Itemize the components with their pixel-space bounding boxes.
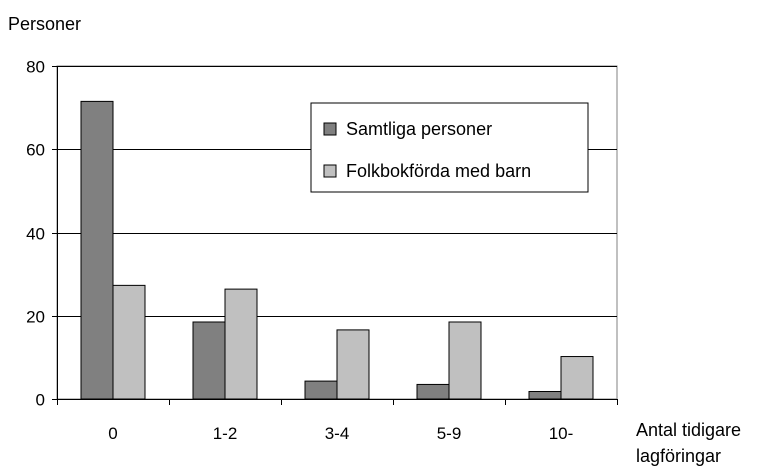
y-tick-label-20: 20	[26, 308, 45, 327]
y-tick-label-60: 60	[26, 141, 45, 160]
y-tick-label-80: 80	[26, 58, 45, 77]
labels-layer: 0 20 40 60 80 0 1-2 3-4 5-9 10-	[26, 58, 573, 444]
bar-series1-5-9	[416, 383, 450, 400]
bar-series1-1-2	[192, 321, 226, 400]
y-tick-label-40: 40	[26, 225, 45, 244]
legend-box	[310, 102, 589, 193]
bars-layer	[80, 100, 594, 400]
x-tick-label-1-2: 1-2	[213, 424, 238, 443]
y-axis-title: Personer	[8, 14, 81, 34]
bar-series2-3-4	[336, 329, 370, 400]
bar-series2-1-2	[224, 288, 258, 400]
bar-series1-10-	[528, 391, 562, 400]
bar-series2-10-	[560, 356, 594, 400]
x-tick-label-10-: 10-	[549, 424, 574, 443]
axes-layer	[52, 66, 618, 405]
y-tick-label-0: 0	[36, 391, 45, 410]
legend-swatch-samtliga	[323, 122, 337, 136]
bar-series1-3-4	[304, 380, 338, 400]
x-tick-label-3-4: 3-4	[325, 424, 350, 443]
legend-swatch-folkbokforda	[323, 164, 337, 178]
legend-label-folkbokforda: Folkbokförda med barn	[346, 161, 531, 181]
bar-series2-5-9	[448, 321, 482, 400]
legend: Samtliga personer Folkbokförda med barn	[310, 102, 589, 193]
x-axis-title-line-1: Antal tidigare	[636, 420, 741, 440]
x-tick-label-5-9: 5-9	[437, 424, 462, 443]
bar-series1-0	[80, 100, 114, 400]
x-axis-title-line-2: lagföringar	[636, 446, 721, 466]
x-tick-label-0: 0	[108, 424, 117, 443]
bar-series2-0	[112, 284, 146, 400]
legend-label-samtliga: Samtliga personer	[346, 119, 492, 139]
